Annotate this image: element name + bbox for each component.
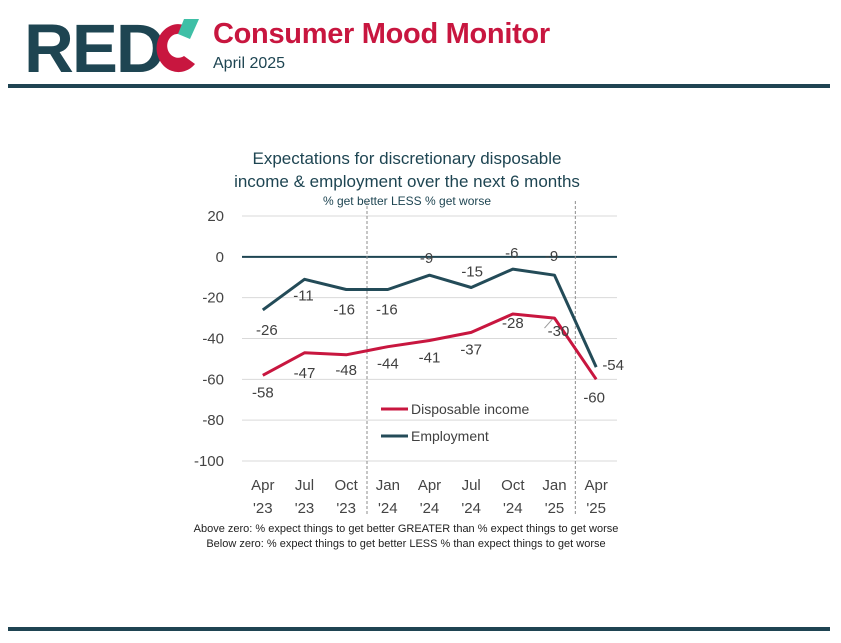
data-label-employment: -54 bbox=[602, 357, 624, 374]
y-axis: 20 0 -20 -40 -60 -80 -100 bbox=[194, 208, 224, 470]
data-label-employment: -16 bbox=[376, 302, 398, 319]
x-tick-label: Apr bbox=[251, 477, 274, 494]
legend-label: Disposable income bbox=[411, 401, 529, 417]
x-tick-label: '23 bbox=[336, 500, 356, 517]
x-tick-label: Jan bbox=[376, 477, 400, 494]
data-label-employment: -11 bbox=[293, 287, 314, 304]
data-label-employment: -6 bbox=[505, 245, 518, 262]
x-tick-label: '24 bbox=[420, 500, 440, 517]
chart-subtitle: % get better LESS % get worse bbox=[323, 194, 491, 208]
data-label-disposable: -48 bbox=[335, 362, 357, 379]
y-tick-label: -80 bbox=[202, 412, 224, 429]
x-tick-label: '23 bbox=[253, 500, 273, 517]
data-label-disposable: -44 bbox=[377, 356, 399, 373]
logo-c-mark bbox=[156, 19, 199, 73]
label-leader-line bbox=[544, 318, 553, 329]
footnote-above-zero: Above zero: % expect things to get bette… bbox=[193, 523, 619, 535]
y-tick-label: -100 bbox=[194, 453, 224, 470]
y-tick-label: -20 bbox=[202, 290, 224, 307]
data-label-employment: -16 bbox=[333, 302, 355, 319]
y-tick-label: -60 bbox=[202, 371, 224, 388]
data-label-employment: -26 bbox=[256, 322, 278, 339]
legend-label: Employment bbox=[411, 428, 489, 444]
data-label-disposable: -60 bbox=[583, 389, 605, 406]
logo-text: RED bbox=[24, 16, 164, 76]
x-tick-label: Oct bbox=[501, 477, 525, 494]
data-label-disposable: -30 bbox=[548, 323, 570, 340]
y-tick-label: 20 bbox=[207, 208, 224, 225]
x-tick-label: '25 bbox=[545, 500, 565, 517]
x-tick-label: Apr bbox=[584, 477, 607, 494]
x-tick-label: '24 bbox=[378, 500, 398, 517]
x-tick-label: '23 bbox=[295, 500, 315, 517]
gridlines bbox=[242, 201, 617, 515]
x-tick-label: '25 bbox=[586, 500, 606, 517]
data-label-disposable: -28 bbox=[502, 315, 524, 332]
data-labels: -58 -47 -48 -44 -41 -37 -28 -30 -60 -26 -11 -16 -16 -… bbox=[252, 245, 624, 406]
line-chart: Expectations for discretionary disposabl… bbox=[194, 149, 624, 517]
disposable-income-line bbox=[262, 312, 598, 381]
legend: Disposable income Employment bbox=[381, 401, 529, 444]
data-label-disposable: -58 bbox=[252, 384, 274, 401]
series-lines bbox=[261, 267, 598, 381]
x-tick-label: Apr bbox=[418, 477, 441, 494]
x-tick-label: Jan bbox=[542, 477, 566, 494]
page-title: Consumer Mood Monitor bbox=[213, 18, 550, 50]
y-tick-label: -40 bbox=[202, 331, 224, 348]
x-tick-label: Jul bbox=[462, 477, 481, 494]
chart-title-line-1: Expectations for discretionary disposabl… bbox=[253, 149, 562, 168]
data-label-disposable: -47 bbox=[294, 365, 316, 382]
employment-line bbox=[261, 267, 598, 368]
data-label-employment: -9 bbox=[545, 248, 558, 265]
redc-logo: RED bbox=[24, 16, 199, 76]
header-rule bbox=[8, 84, 830, 88]
data-label-disposable: -37 bbox=[460, 341, 482, 358]
footer-rule bbox=[8, 627, 830, 631]
x-tick-label: Oct bbox=[334, 477, 358, 494]
chart-title-line-2: income & employment over the next 6 mont… bbox=[234, 172, 580, 191]
data-label-disposable: -41 bbox=[419, 350, 441, 367]
x-axis: Apr '23 Jul '23 Oct '23 Jan '24 Apr '24 Jul '24 Oct '… bbox=[251, 477, 608, 517]
x-tick-label: Jul bbox=[295, 477, 314, 494]
y-tick-label: 0 bbox=[216, 249, 224, 266]
x-tick-label: '24 bbox=[503, 500, 523, 517]
x-tick-label: '24 bbox=[461, 500, 481, 517]
data-label-employment: -9 bbox=[420, 250, 433, 267]
data-label-employment: -15 bbox=[461, 263, 483, 280]
footnote-below-zero: Below zero: % expect things to get bette… bbox=[206, 538, 606, 550]
page-subtitle: April 2025 bbox=[213, 55, 286, 72]
